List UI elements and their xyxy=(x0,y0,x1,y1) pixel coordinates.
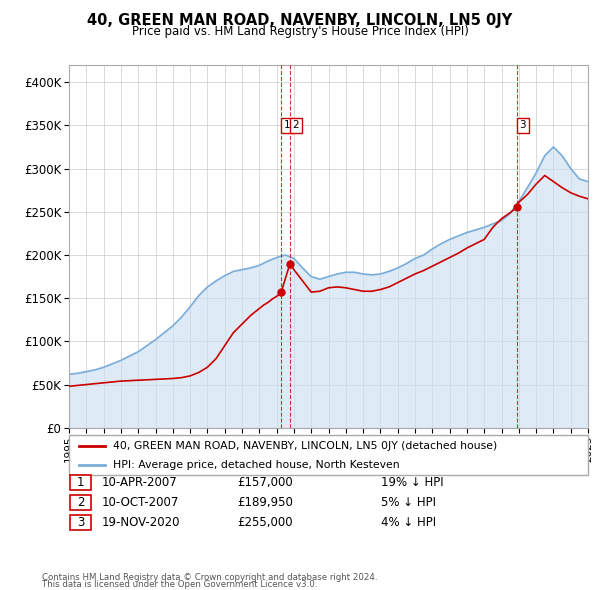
Text: 19% ↓ HPI: 19% ↓ HPI xyxy=(381,476,443,489)
Text: 2: 2 xyxy=(293,120,299,130)
Text: 3: 3 xyxy=(77,516,84,529)
Text: 4% ↓ HPI: 4% ↓ HPI xyxy=(381,516,436,529)
Text: This data is licensed under the Open Government Licence v3.0.: This data is licensed under the Open Gov… xyxy=(42,580,317,589)
Text: 3: 3 xyxy=(520,120,526,130)
Text: Price paid vs. HM Land Registry's House Price Index (HPI): Price paid vs. HM Land Registry's House … xyxy=(131,25,469,38)
Text: 1: 1 xyxy=(284,120,290,130)
Text: HPI: Average price, detached house, North Kesteven: HPI: Average price, detached house, Nort… xyxy=(113,460,400,470)
Text: 5% ↓ HPI: 5% ↓ HPI xyxy=(381,496,436,509)
Text: 40, GREEN MAN ROAD, NAVENBY, LINCOLN, LN5 0JY (detached house): 40, GREEN MAN ROAD, NAVENBY, LINCOLN, LN… xyxy=(113,441,497,451)
Text: Contains HM Land Registry data © Crown copyright and database right 2024.: Contains HM Land Registry data © Crown c… xyxy=(42,573,377,582)
Text: 2: 2 xyxy=(77,496,84,509)
Text: £157,000: £157,000 xyxy=(237,476,293,489)
Text: 1: 1 xyxy=(77,476,84,489)
Text: 19-NOV-2020: 19-NOV-2020 xyxy=(102,516,181,529)
Text: 40, GREEN MAN ROAD, NAVENBY, LINCOLN, LN5 0JY: 40, GREEN MAN ROAD, NAVENBY, LINCOLN, LN… xyxy=(88,13,512,28)
Text: £255,000: £255,000 xyxy=(237,516,293,529)
Text: 10-APR-2007: 10-APR-2007 xyxy=(102,476,178,489)
Text: £189,950: £189,950 xyxy=(237,496,293,509)
Text: 10-OCT-2007: 10-OCT-2007 xyxy=(102,496,179,509)
